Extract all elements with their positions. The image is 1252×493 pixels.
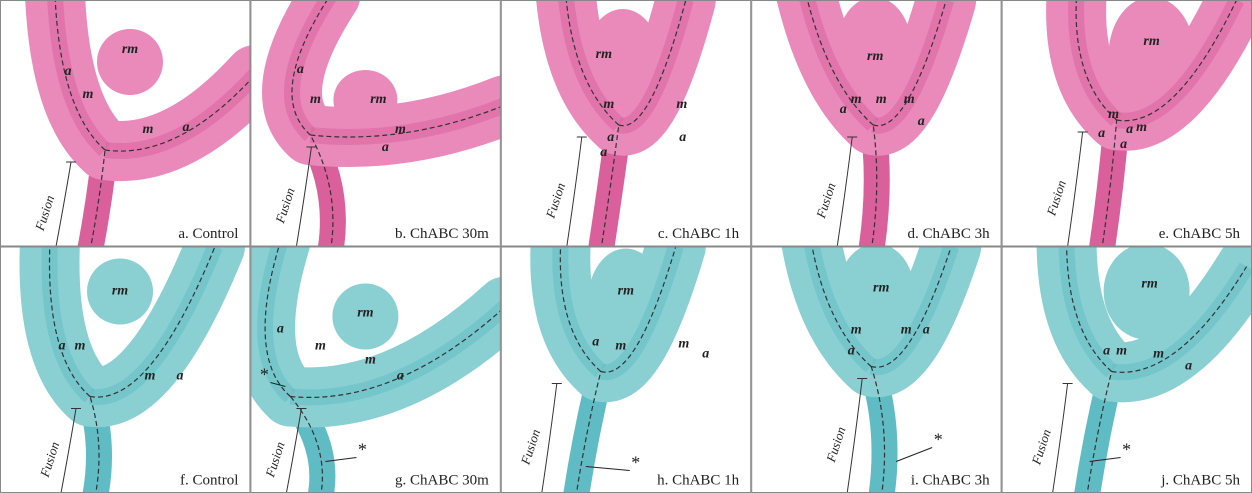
region-label: rm bbox=[1141, 277, 1157, 292]
region-label: m bbox=[678, 337, 689, 352]
region-label: m bbox=[1108, 107, 1119, 122]
region-label: m bbox=[876, 92, 887, 107]
region-label: m bbox=[615, 339, 626, 354]
region-label: a bbox=[1120, 137, 1127, 152]
panel-caption: d. ChABC 3h bbox=[907, 226, 990, 242]
region-label: m bbox=[365, 353, 376, 368]
asterisk: * bbox=[1122, 440, 1131, 460]
region-label: rm bbox=[370, 92, 386, 107]
panel-caption: g. ChABC 30m bbox=[395, 472, 489, 488]
region-label: rm bbox=[867, 49, 883, 64]
panel-caption: b. ChABC 30m bbox=[395, 226, 489, 242]
region-label: m bbox=[83, 87, 94, 102]
region-label: rm bbox=[1143, 34, 1159, 49]
region-label: a bbox=[397, 369, 404, 384]
region-label: a bbox=[277, 322, 284, 337]
region-label: m bbox=[904, 92, 915, 107]
panel-caption: e. ChABC 5h bbox=[1159, 226, 1241, 242]
region-label: m bbox=[315, 339, 326, 354]
region-label: m bbox=[75, 339, 86, 354]
asterisk: * bbox=[934, 430, 943, 450]
region-label: a bbox=[702, 347, 709, 362]
region-label: rm bbox=[596, 47, 612, 62]
region-label: a bbox=[1103, 344, 1110, 359]
region-label: a bbox=[848, 344, 855, 359]
region-label: m bbox=[1136, 120, 1147, 135]
figure: Fusionrmammaa. ControlFusionamrmmab. ChA… bbox=[0, 0, 1252, 493]
region-label: rm bbox=[873, 281, 889, 296]
region-label: a bbox=[382, 140, 389, 155]
region-label: a bbox=[297, 62, 304, 77]
region-label: a bbox=[840, 102, 847, 117]
panel-caption: h. ChABC 1h bbox=[657, 472, 740, 488]
region-label: m bbox=[310, 92, 321, 107]
tissue-lobe bbox=[97, 29, 163, 95]
region-label: m bbox=[851, 92, 862, 107]
asterisk: * bbox=[358, 440, 367, 460]
region-label: a bbox=[607, 130, 614, 145]
region-label: a bbox=[183, 120, 190, 135]
region-label: a bbox=[923, 323, 930, 338]
region-label: a bbox=[59, 339, 66, 354]
region-label: m bbox=[676, 97, 687, 112]
panel-caption: j. ChABC 5h bbox=[1160, 472, 1240, 488]
region-label: m bbox=[143, 122, 154, 137]
region-label: m bbox=[851, 323, 862, 338]
region-label: m bbox=[1153, 347, 1164, 362]
asterisk: * bbox=[631, 453, 640, 473]
panel-caption: a. Control bbox=[178, 226, 238, 242]
region-label: a bbox=[918, 114, 925, 129]
region-label: rm bbox=[357, 306, 373, 321]
region-label: m bbox=[395, 122, 406, 137]
region-label: m bbox=[145, 369, 156, 384]
panel-caption: f. Control bbox=[180, 472, 238, 488]
region-label: a bbox=[177, 369, 184, 384]
region-label: a bbox=[1185, 359, 1192, 374]
region-label: a bbox=[592, 335, 599, 350]
region-label: a bbox=[600, 145, 607, 160]
region-label: rm bbox=[122, 42, 138, 57]
region-label: m bbox=[603, 97, 614, 112]
panel-caption: i. ChABC 3h bbox=[911, 472, 990, 488]
asterisk: * bbox=[260, 365, 269, 385]
region-label: rm bbox=[618, 284, 634, 299]
region-label: a bbox=[1098, 126, 1105, 141]
region-label: a bbox=[65, 64, 72, 79]
region-label: a bbox=[679, 130, 686, 145]
region-label: a bbox=[1126, 122, 1133, 137]
region-label: rm bbox=[112, 284, 128, 299]
region-label: m bbox=[901, 323, 912, 338]
panel-caption: c. ChABC 1h bbox=[658, 226, 740, 242]
region-label: m bbox=[1116, 344, 1127, 359]
